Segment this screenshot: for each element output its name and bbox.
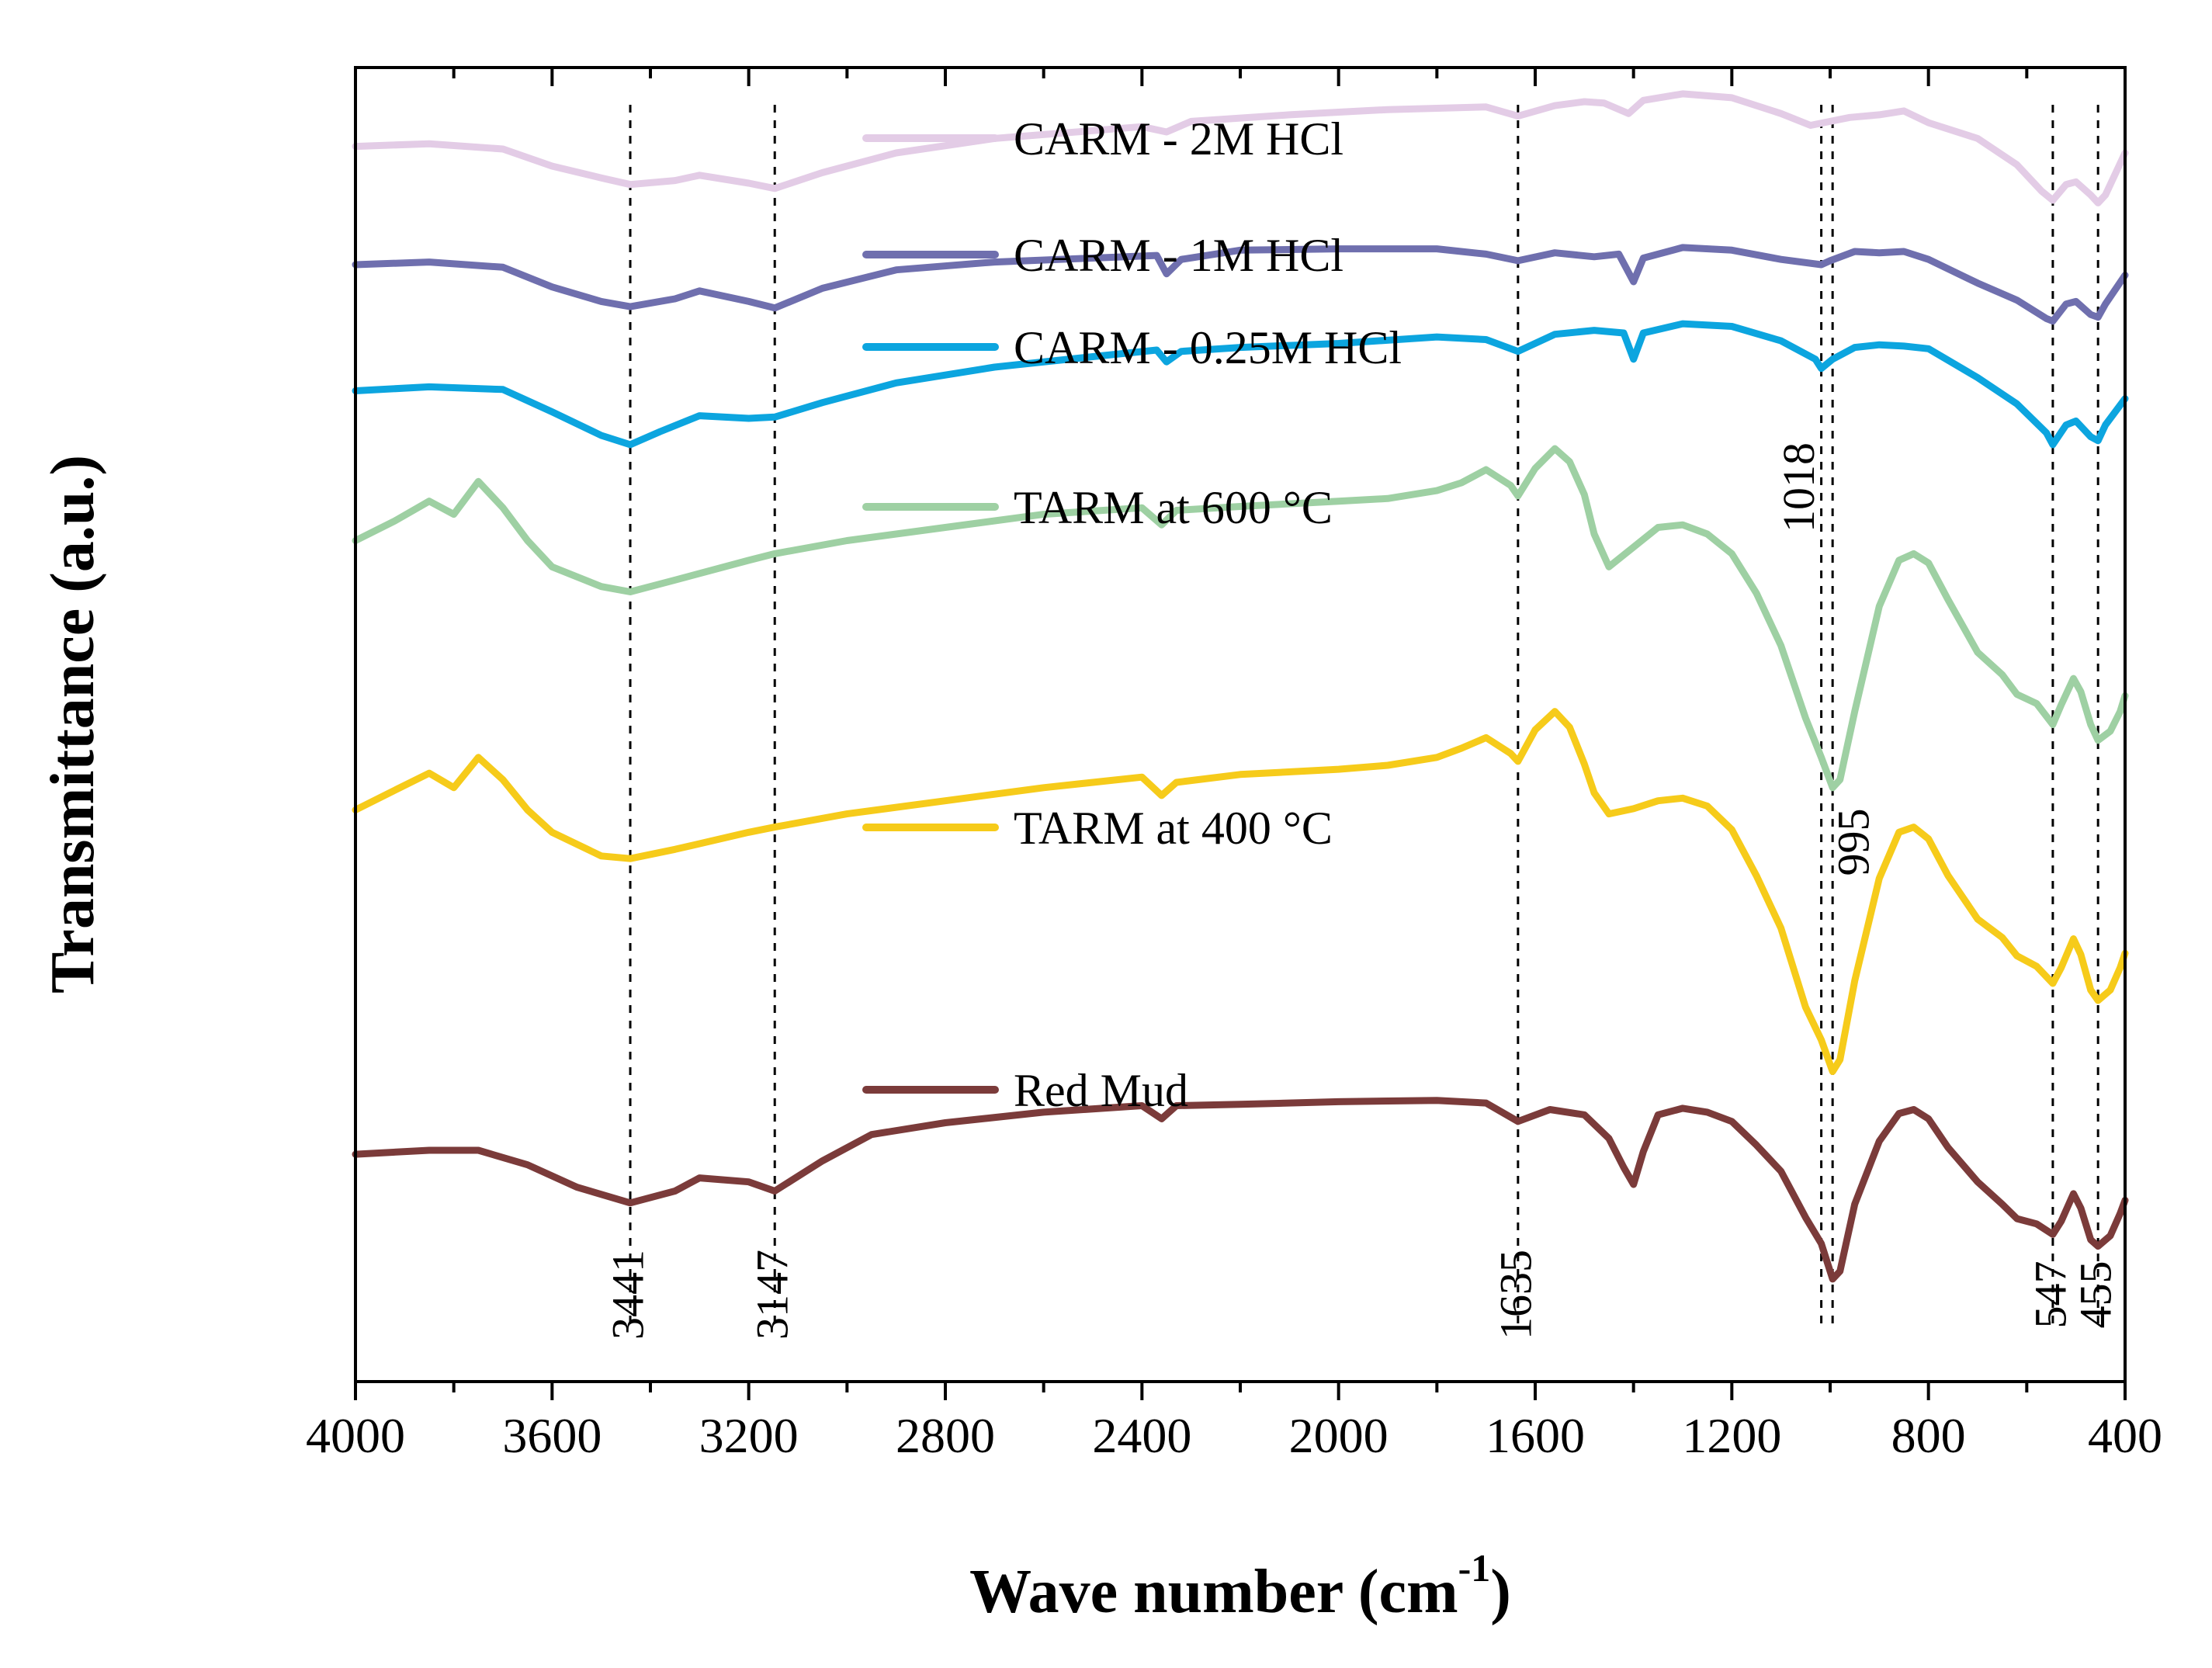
x-axis-title-main: Wave number (cm — [969, 1558, 1458, 1626]
x-tick-label: 400 — [2088, 1408, 2162, 1463]
peak-label-995: 995 — [1829, 809, 1879, 876]
peak-label-1018: 1018 — [1773, 442, 1824, 532]
x-tick-label: 2800 — [896, 1408, 995, 1463]
x-tick-label: 1600 — [1486, 1408, 1585, 1463]
legend-label-tarm-at-400-c: TARM at 400 °C — [1014, 803, 1333, 854]
series-line-carm-1m-hcl — [352, 244, 2129, 325]
legend-label-carm-2m-hcl: CARM - 2M HCl — [1014, 113, 1343, 165]
x-tick-label: 3600 — [502, 1408, 602, 1463]
series-line-red-mud — [352, 1097, 2129, 1283]
legend-label-tarm-at-600-c: TARM at 600 °C — [1014, 482, 1333, 533]
legend-label-carm-1m-hcl: CARM - 1M HCl — [1014, 230, 1343, 281]
x-tick-label: 800 — [1891, 1408, 1966, 1463]
x-tick-label: 2400 — [1092, 1408, 1191, 1463]
x-axis-title-sup: -1 — [1458, 1546, 1491, 1590]
peak-label-3147: 3147 — [747, 1250, 798, 1340]
series-line-tarm-at-400-c — [352, 708, 2129, 1075]
peak-label-1635: 1635 — [1490, 1250, 1541, 1340]
x-axis-ticks: 4000 3600 3200 2800 2400 2000 1600 1200 800 400 — [306, 68, 2162, 1463]
x-tick-label: 1200 — [1682, 1408, 1781, 1463]
x-tick-label: 4000 — [306, 1408, 405, 1463]
peak-label-3441: 3441 — [603, 1250, 654, 1340]
series-lines — [352, 90, 2129, 1283]
series-line-carm-0-25m-hcl — [352, 320, 2129, 449]
legend-label-carm-0-25m-hcl: CARM - 0.25M HCl — [1014, 322, 1402, 373]
x-tick-label: 2000 — [1289, 1408, 1389, 1463]
series-line-carm-2m-hcl — [352, 90, 2129, 206]
legend: CARM - 2M HCl CARM - 1M HCl CARM - 0.25M H… — [862, 113, 1402, 1116]
y-axis-title: Transmittance (a.u.) — [39, 455, 107, 994]
x-tick-label: 3200 — [699, 1408, 799, 1463]
series-line-tarm-at-600-c — [352, 445, 2129, 792]
peak-label-547: 547 — [2025, 1261, 2075, 1329]
x-axis-title-close: ) — [1490, 1558, 1511, 1626]
peak-label-455: 455 — [2071, 1261, 2121, 1329]
legend-label-red-mud: Red Mud — [1014, 1065, 1188, 1116]
x-axis-title: Wave number (cm-1) — [969, 1546, 1511, 1626]
